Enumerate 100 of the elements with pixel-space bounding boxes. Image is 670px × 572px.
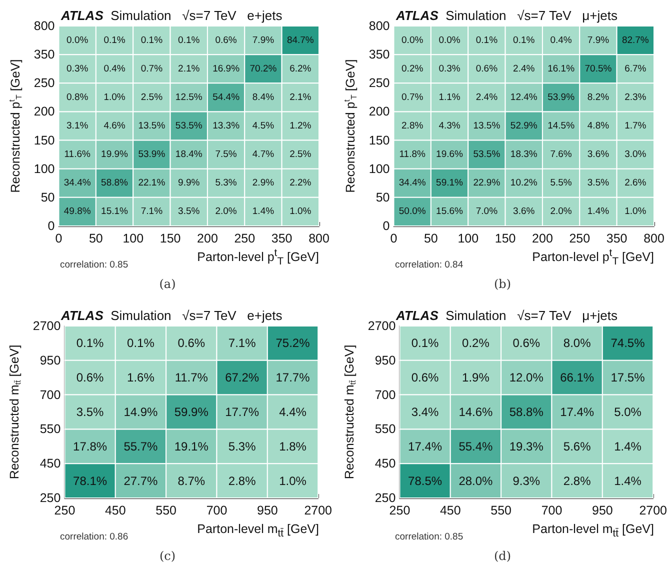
data-label: 0.6% [215, 34, 238, 46]
text: 150 [368, 133, 390, 148]
data-label: 7.6% [550, 149, 572, 160]
text: 950 [40, 353, 61, 368]
data-label: 50.0% [398, 206, 426, 218]
text: 550 [490, 504, 512, 518]
data-label: 55.4% [458, 439, 494, 454]
text: correlation: 0.86 [60, 532, 128, 542]
text: 50 [424, 232, 438, 246]
data-label: 13.5% [473, 120, 501, 132]
data-label: 3.6% [513, 206, 536, 218]
y-axis-title: Reconstructed mtt̄ [GeV] [342, 344, 358, 480]
text: 700 [40, 388, 61, 402]
text: 550 [156, 504, 177, 518]
data-label: 55.7% [124, 439, 158, 454]
data-label: 4.7% [252, 149, 275, 160]
data-label: 5.0% [614, 405, 642, 419]
data-label: 0.8% [66, 92, 89, 103]
data-label: 4.8% [587, 120, 610, 132]
data-label: 22.9% [473, 178, 501, 189]
text: 350 [34, 48, 55, 62]
text: 0 [55, 232, 62, 246]
data-label: 1.0% [104, 92, 126, 103]
data-label: 0.1% [178, 34, 200, 46]
data-label: 2.9% [252, 178, 275, 189]
data-label: 58.8% [509, 405, 544, 419]
text: (a) [159, 277, 176, 291]
data-label: 3.1% [66, 120, 89, 132]
data-label: 34.4% [398, 178, 426, 189]
data-label: 3.5% [178, 206, 200, 218]
text: 800 [644, 232, 664, 246]
text: 100 [34, 162, 55, 176]
data-label: 1.0% [279, 474, 307, 488]
text: 100 [458, 232, 479, 246]
data-label: 0.6% [476, 63, 498, 74]
text: 2700 [304, 504, 332, 518]
data-label: 7.5% [215, 149, 238, 160]
data-label: 14.9% [124, 405, 158, 419]
data-label: 2.5% [290, 149, 312, 160]
x-axis-title: Parton-level m$_{tt̄}$ [GeV] [532, 522, 654, 540]
text: 450 [104, 504, 126, 518]
data-label: 2.4% [476, 92, 498, 103]
data-label: 1.2% [290, 120, 312, 132]
text: 100 [122, 232, 144, 246]
data-label: 0.0% [402, 34, 424, 46]
data-label: 11.6% [64, 149, 92, 160]
text: 350 [606, 232, 628, 246]
data-label: 19.1% [174, 439, 209, 454]
data-label: 0.6% [76, 370, 104, 385]
data-label: 5.6% [563, 439, 592, 454]
data-label: 8.2% [587, 92, 610, 103]
data-label: 74.5% [610, 336, 646, 350]
data-label: 10.2% [510, 178, 538, 189]
data-label: 7.1% [228, 336, 256, 350]
data-label: 2.0% [215, 206, 238, 218]
text: 200 [34, 104, 55, 119]
chart-title: ATLAS [395, 8, 439, 23]
text: 150 [494, 232, 516, 246]
data-label: 8.4% [252, 92, 275, 103]
data-label: 5.3% [215, 178, 238, 189]
text: 550 [374, 422, 396, 436]
text: 950 [256, 504, 278, 518]
data-label: 12.4% [510, 92, 538, 103]
data-label: 0.2% [462, 336, 490, 350]
data-label: 0.7% [140, 63, 164, 74]
data-label: 1.0% [290, 206, 312, 218]
data-label: 84.7% [286, 34, 314, 46]
text: 950 [592, 504, 613, 518]
data-label: 1.4% [614, 474, 642, 488]
data-label: 2.4% [513, 63, 536, 74]
chart-title: ATLAS [395, 308, 439, 323]
data-label: 15.6% [436, 206, 464, 218]
data-label: 22.1% [138, 178, 166, 189]
data-label: 70.5% [584, 63, 612, 74]
data-label: 15.1% [101, 206, 129, 218]
data-label: 0.1% [140, 34, 164, 46]
data-label: 8.7% [178, 474, 206, 488]
data-label: 0.7% [402, 92, 424, 103]
text: 250 [54, 504, 76, 518]
data-label: 67.2% [225, 370, 260, 385]
text: 150 [160, 232, 181, 246]
data-label: 1.1% [438, 92, 461, 103]
text: (d) [494, 549, 512, 563]
data-label: 19.9% [101, 149, 129, 160]
text: 700 [374, 388, 396, 402]
data-label: 2.1% [178, 63, 200, 74]
data-label: 53.9% [138, 149, 166, 160]
data-label: 17.7% [225, 405, 260, 419]
data-label: 1.4% [252, 206, 275, 218]
data-label: 7.9% [252, 34, 275, 46]
text: 2700 [639, 504, 668, 518]
data-label: 17.7% [276, 370, 310, 385]
chart-subtitle: Simulation √s=7 TeV μ+jets [438, 8, 618, 23]
data-label: 78.5% [408, 474, 442, 488]
data-label: 1.9% [462, 370, 490, 385]
data-label: 16.9% [212, 63, 240, 74]
data-label: 0.1% [76, 336, 104, 350]
data-label: 34.4% [64, 178, 92, 189]
data-label: 0.1% [104, 34, 126, 46]
data-label: 7.1% [140, 206, 164, 218]
